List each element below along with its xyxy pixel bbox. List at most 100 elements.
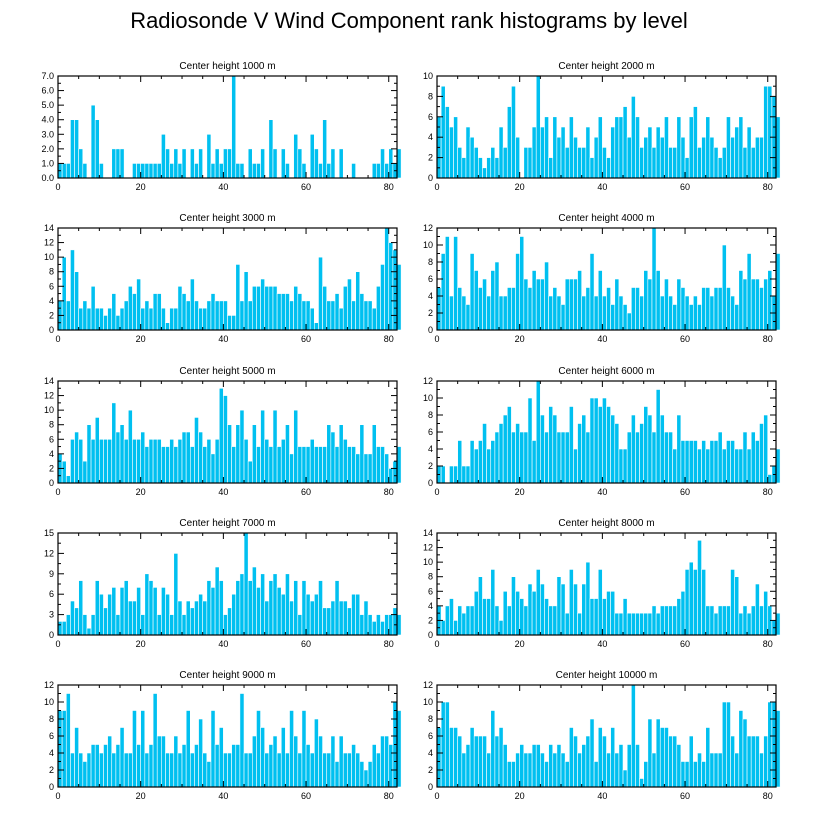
y-tick-label: 8 bbox=[49, 714, 54, 724]
histogram-bar bbox=[148, 744, 154, 788]
x-tick-label: 20 bbox=[136, 334, 146, 344]
histogram-bar bbox=[697, 147, 702, 179]
histogram-bar bbox=[214, 566, 220, 636]
histogram-bar bbox=[738, 710, 744, 788]
histogram-bar bbox=[721, 244, 727, 331]
histogram-bar bbox=[210, 453, 216, 484]
histogram-bar bbox=[359, 424, 365, 484]
histogram-bar bbox=[688, 304, 694, 331]
histogram-bar bbox=[469, 136, 475, 179]
histogram-bar bbox=[165, 148, 170, 179]
histogram-bar bbox=[65, 614, 71, 636]
histogram-bar bbox=[535, 744, 541, 788]
histogram-bar bbox=[103, 438, 108, 484]
y-tick-label: 6 bbox=[428, 112, 433, 122]
histogram-bar bbox=[701, 287, 707, 331]
x-tick-label: 0 bbox=[55, 487, 60, 497]
histogram-bar bbox=[635, 744, 640, 788]
histogram-bar bbox=[759, 136, 764, 179]
histogram-bar bbox=[610, 727, 616, 788]
histogram-bar bbox=[181, 293, 187, 331]
histogram-bar bbox=[78, 580, 84, 636]
histogram-bar bbox=[519, 744, 525, 788]
histogram-bar bbox=[713, 287, 719, 331]
x-tick-label: 60 bbox=[680, 639, 690, 649]
histogram-bar bbox=[322, 752, 328, 788]
histogram-bar bbox=[618, 116, 624, 179]
histogram-bar bbox=[651, 752, 657, 788]
histogram-bar bbox=[103, 315, 108, 331]
histogram-bar bbox=[293, 735, 299, 788]
histogram-bar bbox=[330, 431, 336, 484]
histogram-bar bbox=[144, 752, 150, 788]
histogram-bar bbox=[461, 612, 467, 636]
histogram-bar bbox=[247, 148, 253, 179]
histogram-bar bbox=[738, 116, 744, 179]
histogram-bar bbox=[202, 307, 208, 331]
histogram-bar bbox=[502, 744, 508, 788]
histogram-bar bbox=[693, 106, 698, 179]
y-tick-label: 6 bbox=[49, 589, 54, 599]
histogram-bar bbox=[376, 614, 381, 636]
histogram-bar bbox=[367, 453, 373, 484]
histogram-bar bbox=[355, 271, 361, 331]
y-tick-label: 3.0 bbox=[41, 129, 54, 139]
histogram-bar bbox=[198, 431, 203, 484]
histogram-bar bbox=[289, 600, 294, 636]
histogram-bar bbox=[70, 600, 75, 636]
histogram-bar bbox=[602, 397, 607, 484]
histogram-bar bbox=[759, 752, 764, 788]
histogram-bar bbox=[655, 270, 661, 331]
histogram-bar bbox=[61, 460, 67, 484]
histogram-bar bbox=[606, 287, 611, 331]
histogram-bar bbox=[334, 446, 340, 484]
histogram-bar bbox=[218, 727, 224, 788]
histogram-bar bbox=[684, 157, 690, 179]
histogram-bar bbox=[272, 285, 278, 331]
histogram-bar bbox=[482, 278, 487, 331]
histogram-bar bbox=[86, 424, 92, 484]
histogram-bar bbox=[388, 744, 394, 788]
x-tick-label: 80 bbox=[763, 182, 773, 192]
histogram-bar bbox=[70, 119, 75, 179]
histogram-bar bbox=[697, 752, 702, 788]
histogram-bar bbox=[140, 431, 146, 484]
y-tick-label: 8 bbox=[428, 572, 433, 582]
histogram-bar bbox=[239, 300, 245, 331]
histogram-bar bbox=[457, 287, 463, 331]
histogram-bar bbox=[235, 264, 241, 331]
panel-title: Center height 6000 m bbox=[558, 366, 654, 377]
histogram-bar bbox=[90, 438, 96, 484]
histogram-bar bbox=[593, 136, 599, 179]
histogram-bar bbox=[676, 414, 682, 484]
histogram-bar bbox=[506, 761, 512, 788]
histogram-bar bbox=[334, 293, 340, 331]
histogram-bar bbox=[132, 293, 137, 331]
histogram-bar bbox=[144, 446, 150, 484]
histogram-bar bbox=[635, 287, 640, 331]
histogram-bar bbox=[494, 261, 500, 331]
histogram-bar bbox=[717, 157, 723, 179]
histogram-bar bbox=[606, 752, 611, 788]
histogram-bar bbox=[123, 300, 129, 331]
histogram-bar bbox=[465, 465, 471, 484]
x-tick-label: 60 bbox=[680, 487, 690, 497]
x-tick-label: 40 bbox=[218, 487, 228, 497]
histogram-bar bbox=[473, 735, 479, 788]
y-tick-label: 4.0 bbox=[41, 115, 54, 125]
histogram-bar bbox=[717, 431, 723, 484]
histogram-bar bbox=[755, 136, 760, 179]
histogram-bar bbox=[301, 163, 307, 179]
histogram-bar bbox=[746, 612, 752, 636]
x-tick-label: 40 bbox=[218, 639, 228, 649]
histogram-bar bbox=[132, 710, 137, 788]
histogram-bar bbox=[70, 752, 75, 788]
histogram-bar bbox=[515, 423, 520, 484]
x-tick-label: 40 bbox=[597, 182, 607, 192]
histogram-bar bbox=[664, 727, 669, 788]
histogram-bar bbox=[127, 409, 133, 484]
figure-title: Radiosonde V Wind Component rank histogr… bbox=[130, 8, 688, 33]
histogram-bar bbox=[371, 621, 377, 636]
histogram-bar bbox=[107, 307, 113, 331]
histogram-bar bbox=[494, 157, 500, 179]
